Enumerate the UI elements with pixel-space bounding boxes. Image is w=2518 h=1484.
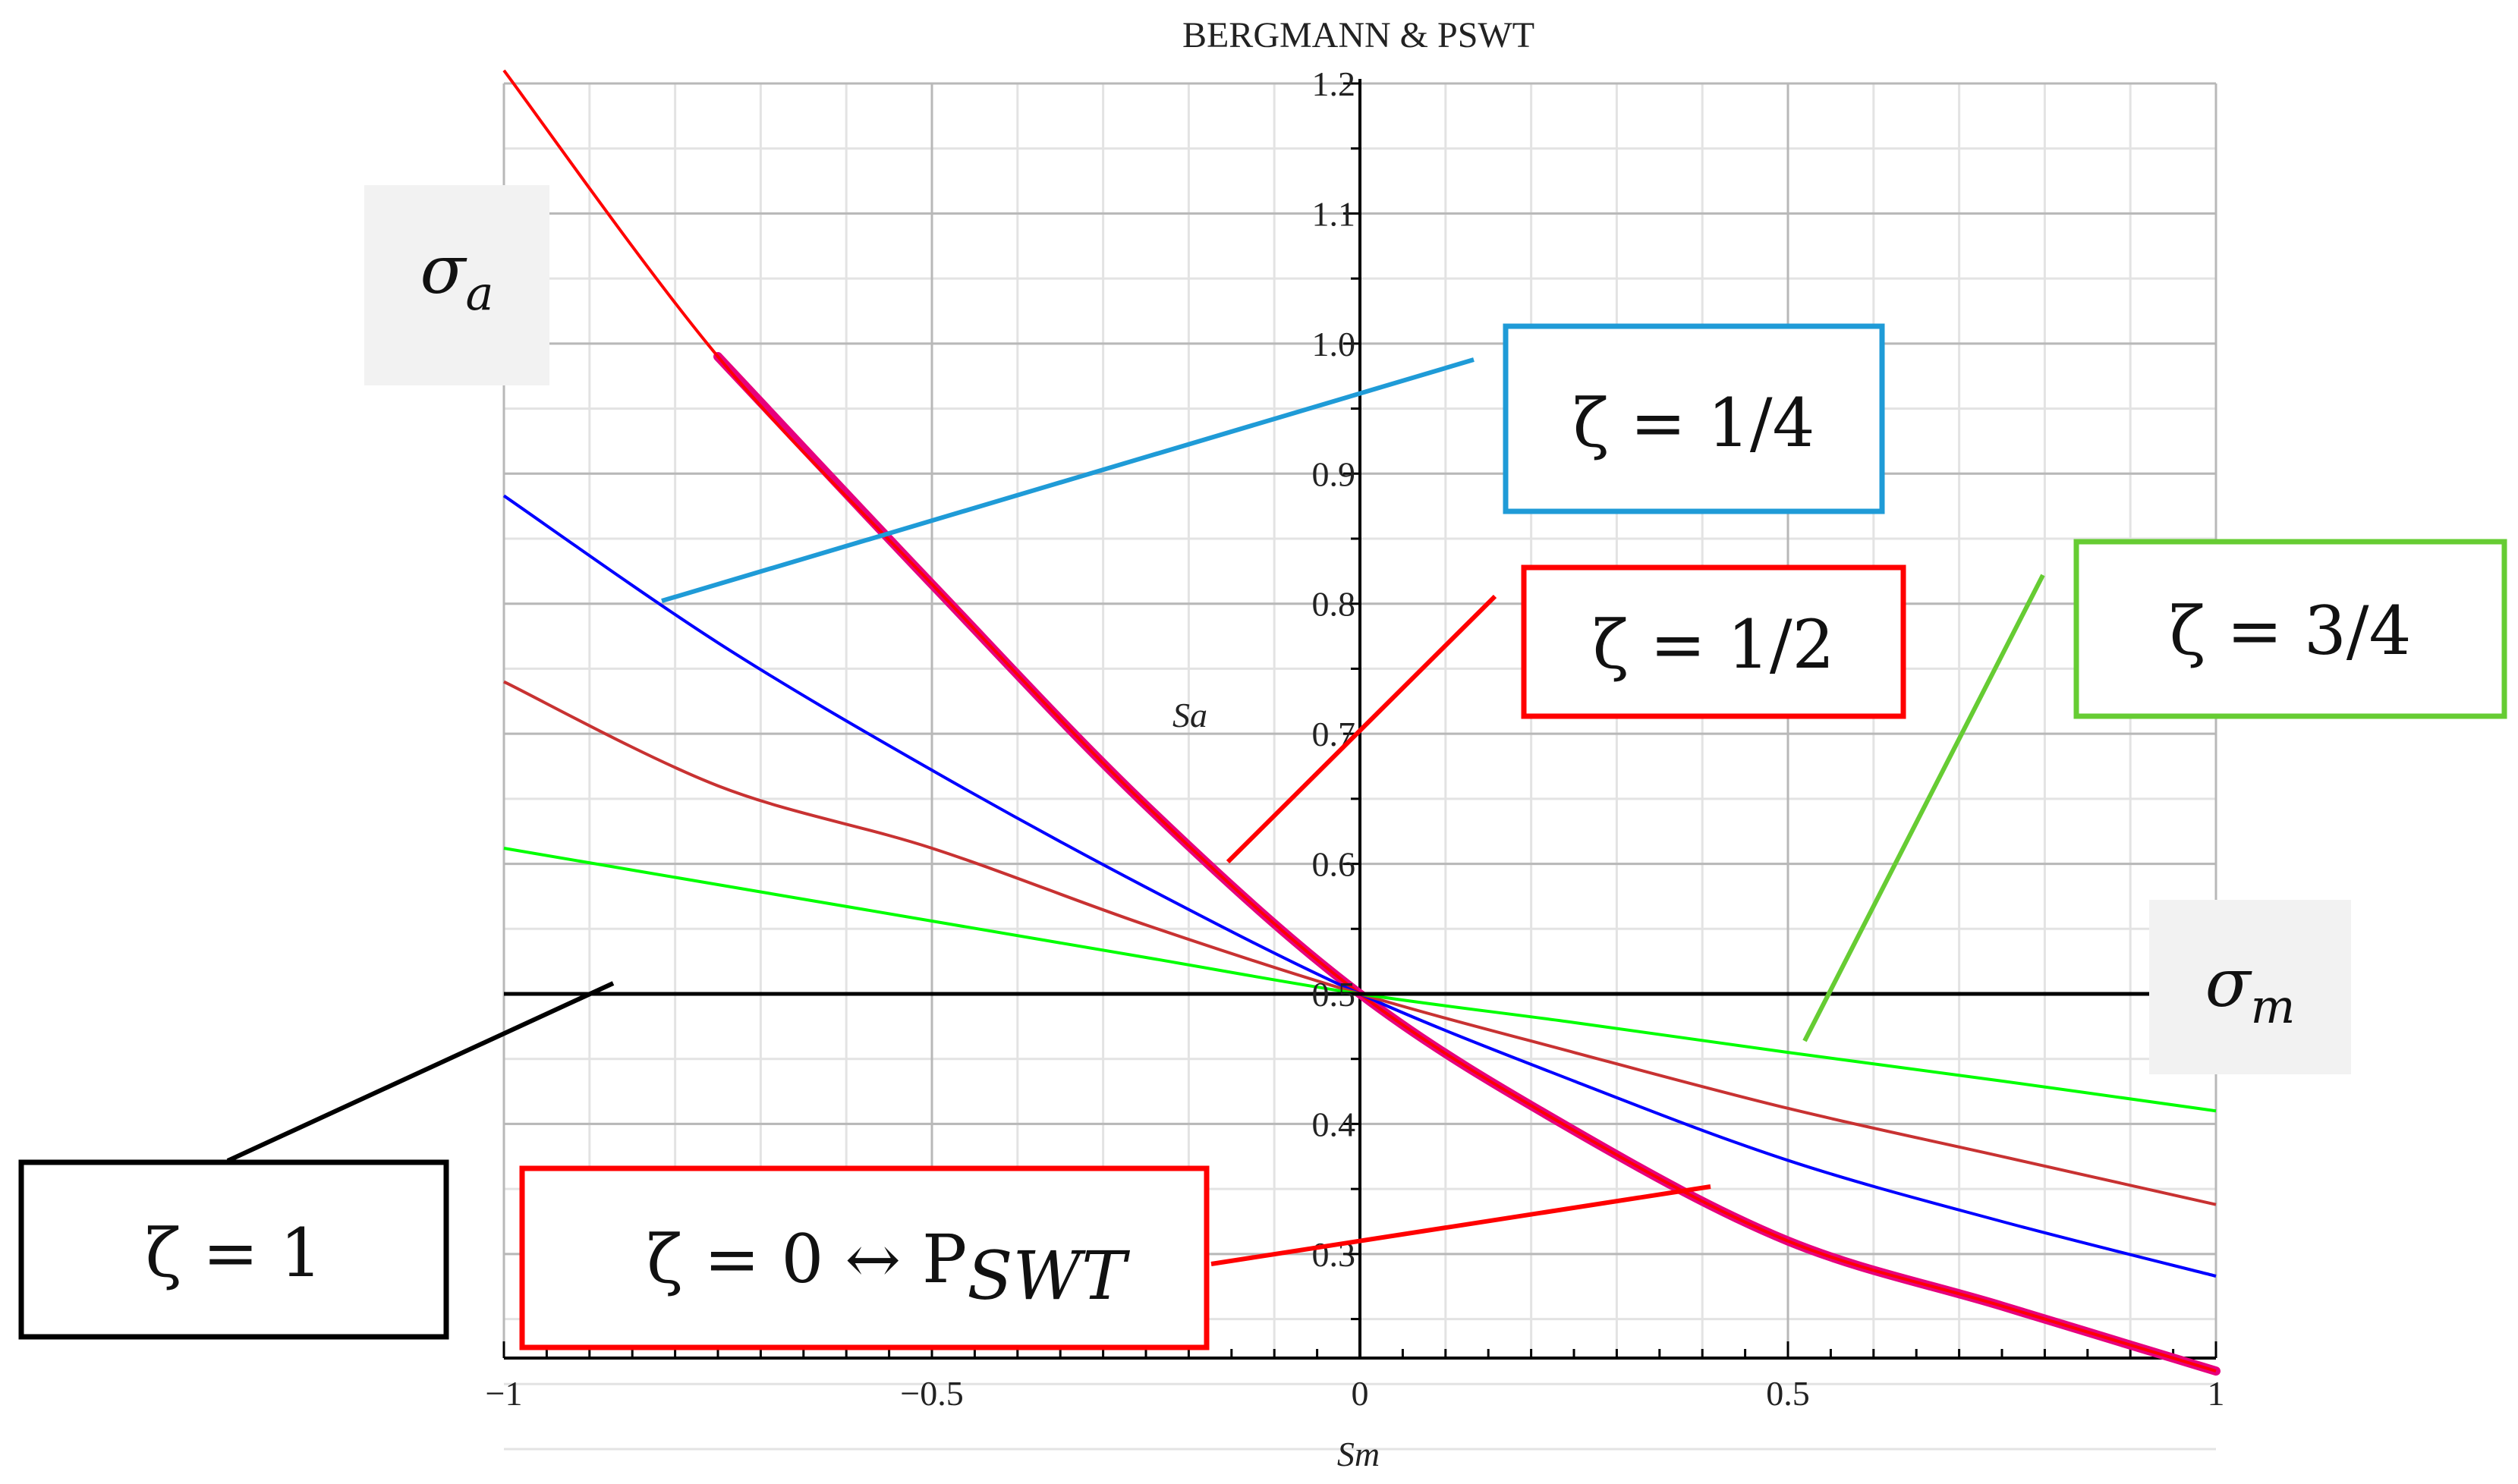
y-tick-label: 0.4 <box>1312 1105 1356 1143</box>
y-tick-label: 0.6 <box>1312 845 1356 884</box>
x-tick-label: 1 <box>2208 1374 2225 1413</box>
leader-zeta-quarter <box>661 357 1475 603</box>
axis-ticks <box>502 82 2217 1358</box>
y-tick-label: 1.1 <box>1312 194 1356 233</box>
x-tick-label: −0.5 <box>900 1374 963 1413</box>
leader-zeta-three-quarter <box>1802 574 2045 1042</box>
leader-zeta-half <box>1226 594 1497 864</box>
y-tick-label: 0.8 <box>1312 585 1356 624</box>
leader-zeta-one <box>226 981 615 1163</box>
svg-text:ζ = 3/4: ζ = 3/4 <box>2170 592 2412 670</box>
y-tick-label: 0.7 <box>1312 715 1356 753</box>
y-tick-label: 0.5 <box>1312 975 1356 1014</box>
zeta-quarter-box: ζ = 1/4 <box>1503 323 1885 514</box>
series-line-1 <box>502 69 2217 1373</box>
leader-zeta-zero <box>1210 1184 1711 1266</box>
tick-labels: −1 −0.5 0 0.5 10.30.40.50.60.70.80.91.01.11.… <box>486 64 2225 1413</box>
zeta-one-box: ζ = 1 <box>18 1159 449 1340</box>
zeta-half-box: ζ = 1/2 <box>1521 564 1906 719</box>
x-tick-label: −1 <box>486 1374 523 1413</box>
svg-text:ζ = 1/2: ζ = 1/2 <box>1593 605 1835 684</box>
svg-text:ζ = 0 ↔ PSWT: ζ = 0 ↔ PSWT <box>647 1220 1131 1315</box>
x-axis-title: Sm <box>1337 1435 1380 1473</box>
x-tick-label: 0 <box>1352 1374 1369 1413</box>
chart-title: BERGMANN & PSWT <box>1182 15 1534 55</box>
y-axis-title: Sa <box>1172 696 1207 734</box>
sigma-a-label: σa <box>364 185 549 385</box>
y-tick-label: 0.9 <box>1312 454 1356 493</box>
series-lines <box>502 69 2221 1376</box>
zeta-three-quarter-box: ζ = 3/4 <box>2073 539 2507 719</box>
x-tick-label: 0.5 <box>1766 1374 1810 1413</box>
y-tick-label: 1.2 <box>1312 64 1356 103</box>
y-tick-label: 1.0 <box>1312 325 1356 363</box>
svg-text:σm: σm <box>2205 944 2296 1034</box>
sigma-m-label: σm <box>2149 900 2351 1074</box>
svg-text:ζ = 1/4: ζ = 1/4 <box>1573 384 1815 462</box>
zeta-zero-box: ζ = 0 ↔ PSWT <box>519 1165 1210 1350</box>
svg-text:σa: σa <box>420 231 493 321</box>
svg-text:ζ = 1: ζ = 1 <box>145 1214 322 1292</box>
